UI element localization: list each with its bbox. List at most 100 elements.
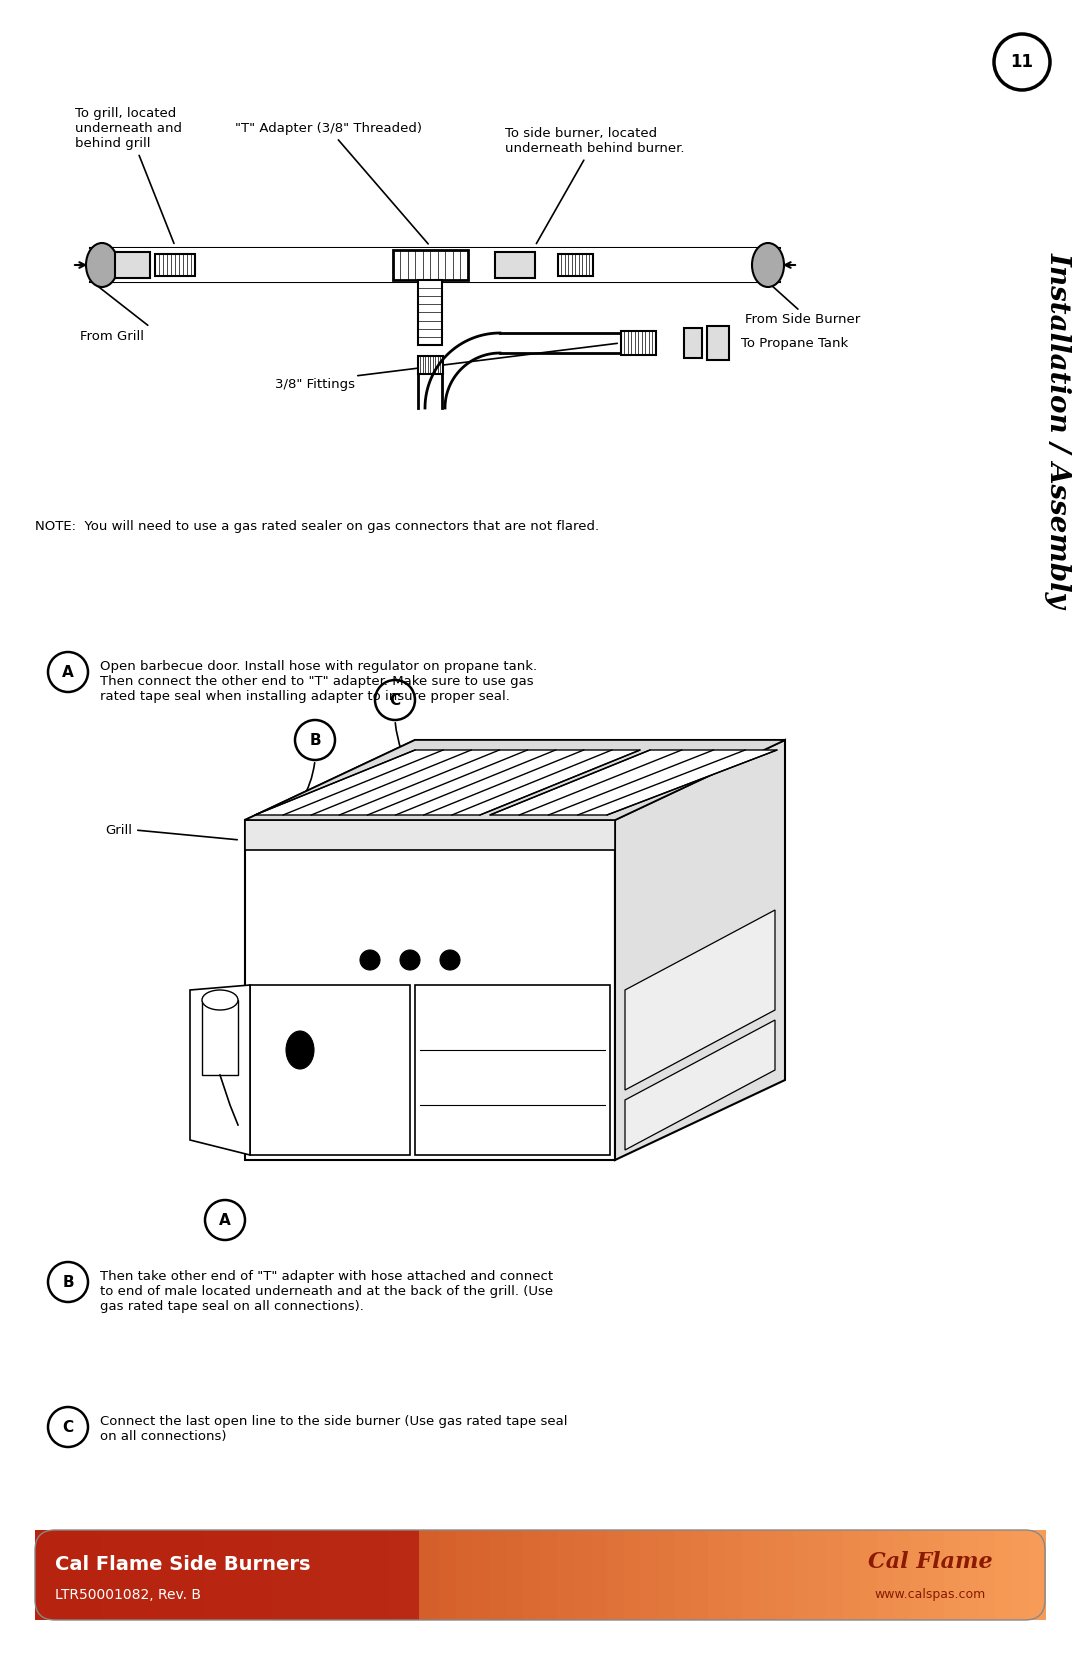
Bar <box>69 1530 86 1621</box>
Bar <box>809 1530 827 1621</box>
Bar <box>389 1530 406 1621</box>
Bar <box>187 1530 204 1621</box>
Polygon shape <box>245 739 785 819</box>
Bar <box>287 1530 306 1621</box>
Text: Open barbecue door. Install hose with regulator on propane tank.
Then connect th: Open barbecue door. Install hose with re… <box>100 659 537 703</box>
Bar <box>170 1530 188 1621</box>
Polygon shape <box>625 1020 775 1150</box>
Bar <box>495 252 535 279</box>
Bar <box>35 1530 53 1621</box>
Bar <box>355 1530 373 1621</box>
Bar <box>338 1530 355 1621</box>
Bar <box>995 1530 1012 1621</box>
Bar <box>961 1530 978 1621</box>
Bar <box>85 1530 104 1621</box>
Polygon shape <box>245 819 615 1160</box>
Bar <box>119 1530 137 1621</box>
Polygon shape <box>245 739 785 819</box>
Bar <box>202 1000 238 1075</box>
Circle shape <box>360 950 380 970</box>
Bar <box>708 1530 726 1621</box>
Text: To grill, located
underneath and
behind grill: To grill, located underneath and behind … <box>75 107 183 244</box>
Polygon shape <box>190 985 249 1155</box>
Bar <box>1028 1530 1047 1621</box>
Bar <box>220 1530 238 1621</box>
Bar <box>658 1530 676 1621</box>
Bar <box>607 1530 625 1621</box>
Bar <box>557 1530 575 1621</box>
Ellipse shape <box>86 244 118 287</box>
Text: Grill: Grill <box>105 823 132 836</box>
Bar <box>153 1530 171 1621</box>
Text: 11: 11 <box>1011 53 1034 72</box>
Bar <box>90 249 780 282</box>
Polygon shape <box>625 910 775 1090</box>
Bar <box>52 1530 70 1621</box>
Text: To Propane Tank: To Propane Tank <box>741 337 848 349</box>
Bar <box>591 1530 608 1621</box>
Text: B: B <box>63 1275 73 1290</box>
Text: Then take other end of "T" adapter with hose attached and connect
to end of male: Then take other end of "T" adapter with … <box>100 1270 553 1314</box>
Bar <box>473 1530 490 1621</box>
Bar <box>103 1530 120 1621</box>
Bar <box>254 1530 272 1621</box>
Bar <box>540 1530 558 1621</box>
Text: C: C <box>390 693 401 708</box>
Bar <box>456 1530 474 1621</box>
Bar <box>523 1530 541 1621</box>
Bar <box>927 1530 945 1621</box>
Polygon shape <box>255 749 640 814</box>
Ellipse shape <box>286 1031 314 1070</box>
Bar <box>675 1530 692 1621</box>
Bar <box>405 1530 423 1621</box>
Bar <box>707 325 729 361</box>
Bar <box>742 1530 760 1621</box>
Bar <box>114 252 149 279</box>
Bar <box>759 1530 777 1621</box>
Bar <box>557 254 593 275</box>
Bar <box>624 1530 642 1621</box>
Bar <box>418 280 442 345</box>
Text: To side burner, located
underneath behind burner.: To side burner, located underneath behin… <box>505 127 685 244</box>
Ellipse shape <box>202 990 238 1010</box>
Bar <box>843 1530 861 1621</box>
Text: LTR50001082, Rev. B: LTR50001082, Rev. B <box>55 1587 201 1602</box>
Bar <box>35 1530 419 1621</box>
Bar <box>415 985 610 1155</box>
Bar <box>392 250 468 280</box>
Text: 3/8" Fittings: 3/8" Fittings <box>275 377 355 391</box>
Text: "T" Adapter (3/8" Threaded): "T" Adapter (3/8" Threaded) <box>235 122 428 244</box>
Bar <box>1011 1530 1029 1621</box>
Text: NOTE:  You will need to use a gas rated sealer on gas connectors that are not fl: NOTE: You will need to use a gas rated s… <box>35 521 599 532</box>
Bar <box>877 1530 894 1621</box>
Bar <box>684 329 702 357</box>
Bar <box>944 1530 962 1621</box>
Bar <box>245 819 615 850</box>
Bar <box>372 1530 390 1621</box>
Text: Connect the last open line to the side burner (Use gas rated tape seal
on all co: Connect the last open line to the side b… <box>100 1415 567 1444</box>
Text: Cal Flame: Cal Flame <box>867 1551 993 1572</box>
Text: From Side Burner: From Side Burner <box>745 314 861 325</box>
Text: B: B <box>309 733 321 748</box>
Bar <box>775 1530 794 1621</box>
Bar <box>418 355 443 374</box>
Bar <box>793 1530 810 1621</box>
Text: A: A <box>63 664 73 679</box>
Bar <box>489 1530 508 1621</box>
Ellipse shape <box>752 244 784 287</box>
Bar <box>271 1530 288 1621</box>
Bar <box>691 1530 710 1621</box>
Bar <box>237 1530 255 1621</box>
Bar <box>156 254 195 275</box>
Circle shape <box>440 950 460 970</box>
Bar <box>438 1530 457 1621</box>
Bar <box>203 1530 221 1621</box>
Bar <box>507 1530 524 1621</box>
Text: www.calspas.com: www.calspas.com <box>875 1589 986 1601</box>
Bar <box>826 1530 843 1621</box>
Bar <box>725 1530 743 1621</box>
Bar <box>621 330 656 355</box>
Text: Installation / Assembly: Installation / Assembly <box>1044 252 1071 608</box>
Bar <box>860 1530 878 1621</box>
Bar <box>321 1530 339 1621</box>
